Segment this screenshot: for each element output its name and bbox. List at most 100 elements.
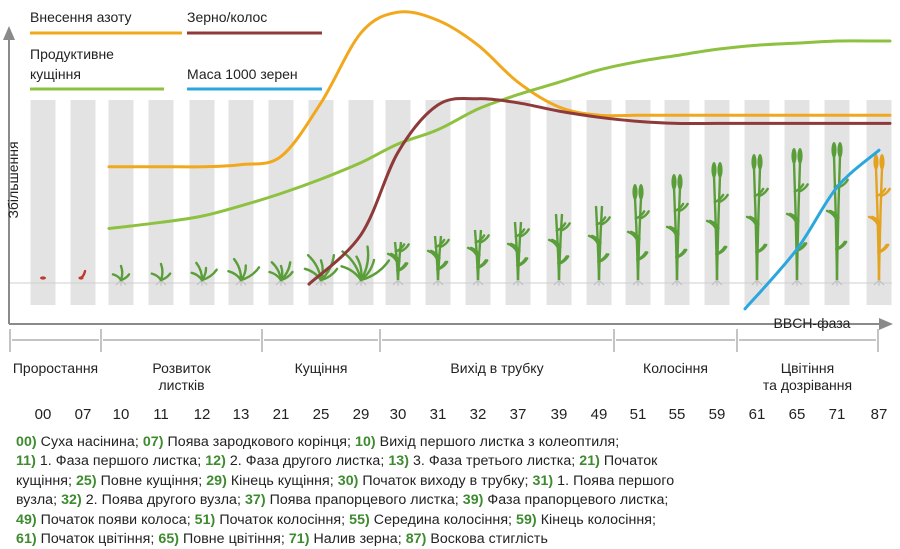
description-code: 59) (516, 511, 537, 528)
plant-stage-39 (547, 213, 571, 286)
bbch-code: 39 (551, 406, 568, 423)
plant-stage-32 (466, 229, 490, 286)
legend: Внесення азоту Продуктивне кущіння Зерно… (30, 9, 322, 91)
description-text: Поява прапорцевого листка; (265, 492, 463, 509)
plant-leaf (389, 252, 401, 263)
plant-leaf (705, 219, 717, 230)
plant-leaf (587, 234, 599, 245)
description-code: 61) (16, 531, 37, 548)
plant-stage-61 (745, 154, 769, 286)
description-code: 55) (349, 511, 370, 528)
description-code: 71) (288, 531, 310, 548)
plant-leaf (279, 270, 294, 282)
plant-stage-21 (268, 261, 294, 286)
grain-ear-line (307, 96, 892, 286)
description-code: 51) (194, 511, 216, 528)
description-text: 3. Фаза третього листка; (409, 453, 580, 470)
description-text: Поява зародкового корінця; (163, 434, 356, 450)
plant-leaf (397, 262, 409, 272)
plant-leaf (676, 248, 688, 259)
plant-leaf (506, 242, 518, 253)
bbch-code: 71 (829, 406, 846, 423)
phase-label: Кущіння (295, 360, 348, 376)
plant-leaf (788, 212, 800, 223)
bbch-code: 07 (75, 406, 92, 423)
ear (632, 184, 638, 200)
legend-grain-label: Зерно/колос (187, 9, 267, 25)
stage-column (189, 100, 215, 305)
plant-stage-51 (626, 184, 650, 286)
description-code: 10) (355, 434, 376, 450)
plant-leaf (626, 230, 638, 241)
ear (831, 142, 837, 158)
series-lines (107, 10, 892, 311)
description-code: 32) (61, 492, 82, 509)
bbch-code: 21 (273, 406, 290, 423)
description-text: Початок (599, 453, 658, 470)
bbch-code: 87 (871, 406, 888, 423)
plant-leaf (756, 243, 768, 254)
plant-leaf (716, 245, 728, 256)
bbch-code: 32 (470, 406, 487, 423)
plant-leaf (437, 260, 449, 271)
plant-leaf (469, 246, 481, 257)
description-text: вузла; (16, 492, 62, 509)
plant-leaf (558, 255, 570, 265)
stage-column (70, 100, 96, 305)
description-code: 87) (405, 531, 427, 548)
plant-stage-11 (150, 262, 172, 286)
plant-leaf (796, 242, 808, 252)
growth-chart: Внесення азоту Продуктивне кущіння Зерно… (3, 9, 893, 423)
plant-leaf (550, 238, 562, 249)
plant-stage-10 (111, 264, 131, 286)
plant-leaf (466, 246, 478, 257)
plant-leaf (718, 193, 729, 204)
plant-leaf (517, 257, 529, 267)
plant-leaf (708, 219, 720, 230)
bbch-code: 12 (194, 406, 211, 423)
bbch-code: 30 (390, 406, 407, 423)
plant-leaf (867, 215, 879, 226)
description-text: Воскова стиглість (426, 531, 548, 548)
phase-label: Колосіння (643, 360, 708, 376)
plant-leaf (359, 259, 391, 282)
bbch-code: 00 (35, 406, 52, 423)
description-text: 2. Поява другого вузла; (81, 492, 245, 509)
plant-stage-00 (40, 276, 46, 280)
bbch-code: 13 (233, 406, 250, 423)
plant-leaf (678, 202, 689, 213)
plant-leaf (870, 215, 882, 226)
description-code: 39) (462, 492, 484, 509)
plant-leaf (798, 183, 809, 193)
seed (78, 276, 84, 280)
plant-leaf (828, 209, 840, 220)
description-line: 61) Початок цвітіння; 65) Повне цвітіння… (16, 530, 886, 549)
plant-leaf (665, 225, 677, 236)
stage-column (30, 100, 56, 305)
plant-leaf (386, 252, 398, 263)
description-text: Початок цвітіння; (36, 531, 159, 548)
legend-tillering-label-1: Продуктивне (30, 46, 114, 62)
bbch-code: 25 (313, 406, 330, 423)
ear (873, 154, 879, 170)
description-line: 00) Суха насінина; 07) Поява зародкового… (16, 433, 886, 452)
plant-leaf (429, 249, 441, 260)
plant-leaf (629, 230, 641, 241)
ear (879, 154, 885, 170)
seed (40, 276, 46, 280)
plant-leaf (668, 225, 680, 236)
description-text: Кінець кущіння; (226, 472, 338, 489)
description-line: вузла; 32) 2. Поява другого вузла; 37) П… (16, 491, 886, 510)
phase-label: Вихід в трубку (450, 360, 543, 376)
phase-label-bg (285, 359, 357, 375)
bbch-code: 29 (353, 406, 370, 423)
description-text: Кінець колосіння; (536, 511, 656, 528)
description-text: Початок появи колоса; (36, 511, 195, 528)
thousand-mass-line (743, 148, 881, 311)
description-code: 31) (532, 472, 554, 489)
axes (3, 26, 893, 330)
plant-stage-31 (426, 235, 450, 286)
bbch-code: 65 (789, 406, 806, 423)
plant-leaf (319, 267, 339, 282)
